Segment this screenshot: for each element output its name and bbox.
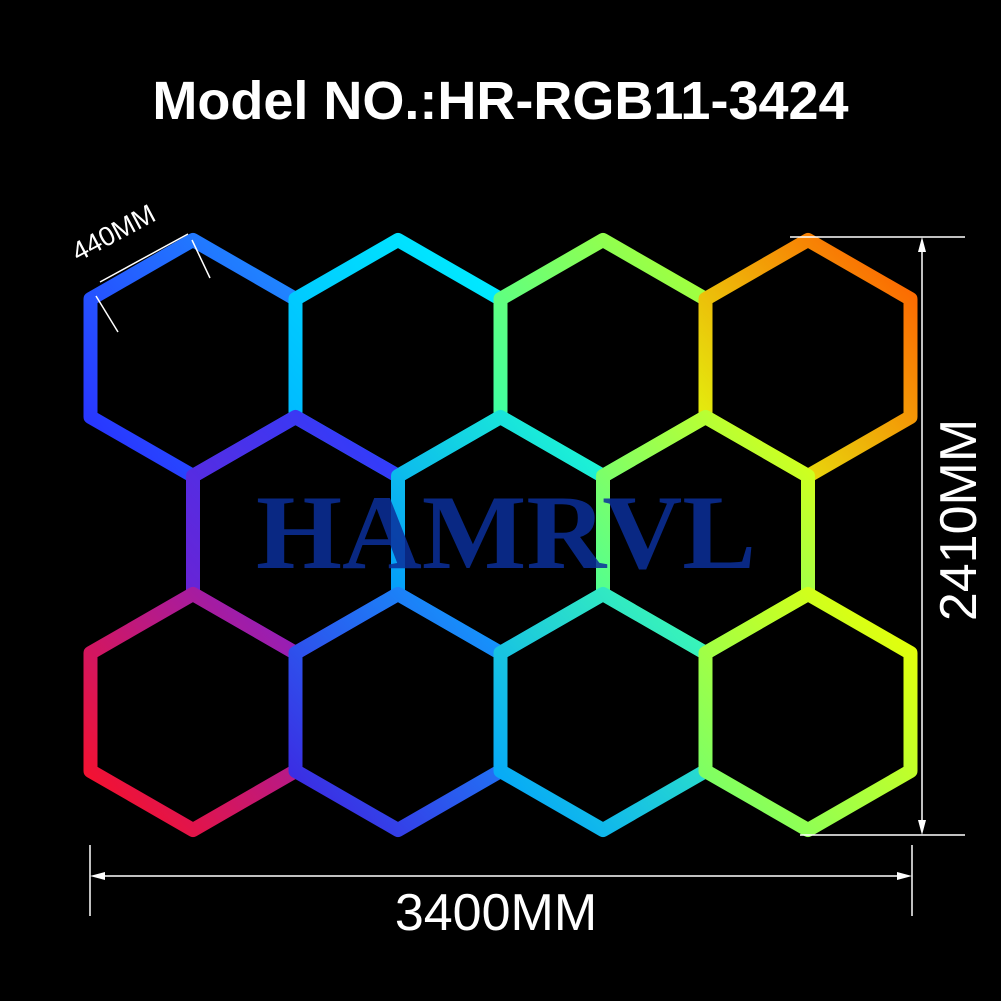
- model-title: Model NO.:HR-RGB11-3424: [152, 71, 849, 131]
- hexagon-light: [288, 587, 508, 837]
- width-dimension: [89, 845, 913, 916]
- height-label: 2410MM: [930, 419, 988, 621]
- hexagon-light: [493, 587, 713, 837]
- hexagon-grid: [83, 233, 918, 837]
- width-label: 3400MM: [395, 884, 597, 942]
- hexagon-light: [698, 587, 918, 837]
- edge-dimension: [95, 233, 211, 333]
- hexagon-light: [83, 587, 303, 837]
- height-dimension: [790, 236, 965, 836]
- brand-watermark: HAMRVL: [256, 474, 756, 591]
